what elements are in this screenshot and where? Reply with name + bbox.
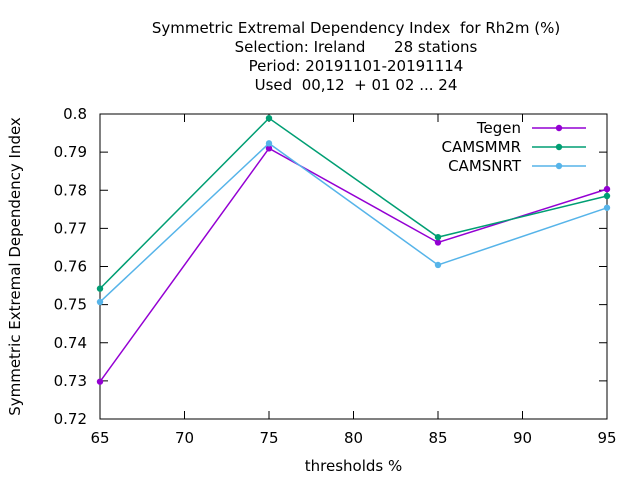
y-tick-label: 0.77 [54,219,87,237]
data-point [434,261,442,269]
axis-ticks: 65 70 75 80 85 90 95 0.72 0.73 0.74 0.75 0.76 0.77 0.… [54,105,617,447]
x-tick-label: 80 [344,429,363,447]
series-line [99,147,608,383]
y-tick-label: 0.78 [54,181,87,199]
chart-title-line: Period: 20191101-20191114 [249,57,464,75]
y-tick-label: 0.75 [54,296,87,314]
series-camsmmr [96,114,611,292]
legend-entry: CAMSNRT [448,157,586,175]
data-point [96,378,104,385]
x-tick-label: 85 [428,429,447,447]
y-tick-label: 0.8 [63,105,87,123]
chart-title: Symmetric Extremal Dependency Index for … [152,19,560,94]
data-point [96,285,104,292]
legend-label: CAMSMMR [441,138,521,156]
x-axis-label: thresholds % [305,457,402,475]
series-camsnrt [96,140,611,306]
chart-title-line: Used 00,12 + 01 02 ... 24 [255,76,458,94]
legend-marker [555,162,563,170]
data-point [434,239,442,246]
data-point [265,145,273,152]
y-tick-label: 0.74 [54,334,87,352]
data-point [265,114,273,122]
series-tegen [96,145,611,385]
legend-entry: CAMSMMR [441,138,586,156]
x-tick-label: 75 [259,429,278,447]
legend-label: Tegen [476,119,521,137]
series-line [99,142,608,303]
legend-entry: Tegen [476,119,586,137]
data-point [434,233,442,241]
legend-marker [555,124,563,132]
y-axis-label: Symmetric Extremal Dependency Index [6,117,24,416]
legend-label: CAMSNRT [448,157,522,175]
x-tick-label: 70 [175,429,194,447]
data-point [265,140,273,147]
data-point [603,192,611,200]
y-tick-label: 0.73 [54,372,87,390]
data-point [603,204,611,211]
y-tick-label: 0.79 [54,143,87,161]
x-tick-label: 65 [90,429,109,447]
legend-marker [555,143,563,151]
y-tick-label: 0.76 [54,258,87,276]
x-tick-label: 90 [513,429,532,447]
y-tick-label: 0.72 [54,410,87,428]
series-line [99,117,608,290]
x-tick-label: 95 [597,429,616,447]
chart-title-line: Symmetric Extremal Dependency Index for … [152,19,560,37]
plot-frame [99,113,608,420]
data-point [603,185,611,193]
data-point [96,298,104,306]
chart-title-line: Selection: Ireland 28 stations [235,38,478,56]
series-group [96,114,611,385]
